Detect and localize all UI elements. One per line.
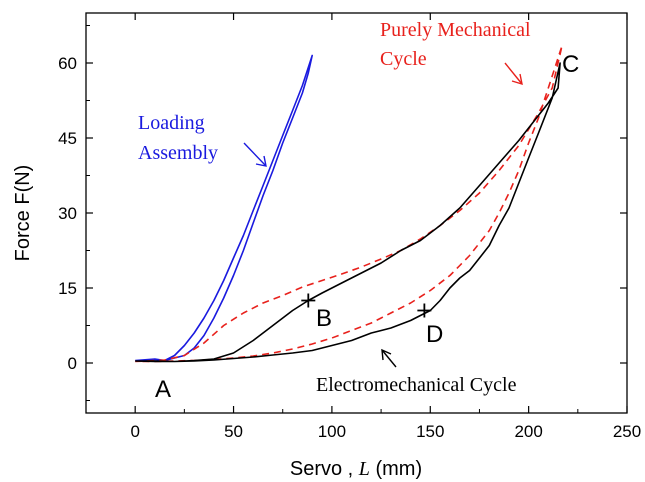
annotation-mechanical-line1: Purely Mechanical — [380, 19, 531, 41]
x-axis-title-var: L — [358, 458, 370, 480]
y-tick-label: 0 — [68, 354, 77, 373]
plot-frame — [85, 12, 628, 414]
series-line-0 — [135, 54, 313, 362]
y-tick-label: 15 — [58, 279, 77, 298]
arrow-mechanical — [504, 62, 523, 86]
point-label-a: A — [155, 376, 171, 403]
annotation-loading-line2: Assembly — [138, 142, 218, 164]
series-line-1 — [135, 44, 563, 363]
annotation-mechanical-line2: Cycle — [380, 48, 427, 70]
x-axis-title-unit: (mm) — [370, 458, 422, 480]
x-tick-label: 100 — [318, 422, 346, 441]
point-label-c: C — [562, 51, 579, 78]
cross-marker — [301, 293, 316, 308]
series-line-2 — [135, 62, 561, 363]
point-label-b: B — [316, 305, 332, 332]
arrow-electromechanical — [381, 348, 397, 368]
point-label-d: D — [426, 321, 443, 348]
y-tick-label: 60 — [58, 54, 77, 73]
chart-series — [135, 44, 563, 363]
x-axis-title-text: Servo , — [290, 458, 359, 480]
x-tick-label: 150 — [416, 422, 444, 441]
x-tick-label: 200 — [514, 422, 542, 441]
annotation-loading-line1: Loading — [138, 112, 205, 134]
axis-ticks: 0 50 100 150 200 250 0 15 30 45 60 — [58, 13, 641, 441]
annotation-electromechanical: Electromechanical Cycle — [316, 374, 517, 396]
y-tick-label: 30 — [58, 204, 77, 223]
x-tick-label: 250 — [613, 422, 641, 441]
x-tick-label: 50 — [224, 422, 243, 441]
x-tick-label: 0 — [130, 422, 139, 441]
arrow-loading — [243, 142, 267, 167]
y-tick-label: 45 — [58, 129, 77, 148]
y-axis-title: Force F(N) — [12, 165, 34, 262]
cross-marker — [417, 303, 432, 318]
x-axis-title: Servo , L (mm) — [290, 458, 422, 480]
point-markers — [301, 293, 432, 318]
